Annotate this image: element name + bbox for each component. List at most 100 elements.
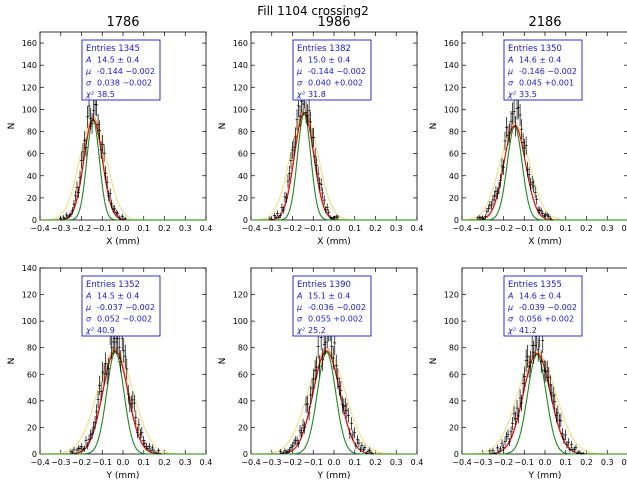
fit-red-curve — [251, 112, 417, 221]
x-tick-label: −0.2 — [72, 458, 91, 467]
y-tick-label: 80 — [238, 128, 248, 137]
stats-entries: Entries 1350 — [508, 44, 562, 54]
y-tick-label: 120 — [233, 83, 248, 92]
stats-label: σ — [86, 79, 92, 88]
x-tick-label: 0.3 — [390, 224, 403, 233]
x-axis-label: Y (mm) — [106, 471, 140, 481]
y-tick-label: 20 — [449, 423, 459, 432]
x-tick-label: 0.4 — [622, 224, 627, 233]
stats-value: 38.5 — [97, 90, 115, 99]
x-axis-label: Y (mm) — [528, 471, 562, 481]
y-tick-label: 160 — [233, 39, 248, 48]
stats-value: 0.040 +0.002 — [308, 79, 363, 88]
y-tick-label: 140 — [22, 264, 37, 273]
stats-box — [292, 39, 372, 101]
stats-label: σ — [86, 315, 92, 324]
stats-label: μ — [85, 67, 91, 76]
fit-orange-curve — [40, 347, 206, 455]
stats-label: μ — [85, 303, 91, 312]
fit-green-curve — [40, 119, 206, 221]
x-tick-label: 0.2 — [580, 458, 593, 467]
x-tick-label: 0.4 — [200, 458, 213, 467]
x-tick-label: 0.3 — [179, 224, 192, 233]
panel-title: 1986 — [317, 15, 350, 30]
y-tick-label: 80 — [449, 344, 459, 353]
x-tick-label: −0.2 — [72, 224, 91, 233]
x-tick-label: −0.1 — [93, 458, 112, 467]
y-tick-label: 100 — [22, 105, 37, 114]
x-tick-label: −0.4 — [241, 458, 260, 467]
fit-green-curve — [251, 351, 417, 455]
y-axis-label: N — [218, 358, 228, 365]
y-tick-label: 20 — [238, 194, 248, 203]
x-tick-label: 0.0 — [117, 458, 130, 467]
x-tick-label: 0.1 — [348, 458, 361, 467]
y-tick-label: 60 — [449, 150, 459, 159]
stats-value: 14.6 ± 0.4 — [519, 292, 561, 301]
y-axis-label: N — [7, 123, 17, 130]
stats-entries: Entries 1390 — [297, 280, 351, 290]
x-tick-label: −0.4 — [30, 224, 49, 233]
y-tick-label: 120 — [233, 291, 248, 300]
x-tick-label: −0.3 — [262, 224, 281, 233]
stats-entries: Entries 1352 — [86, 280, 140, 290]
x-tick-label: −0.2 — [283, 458, 302, 467]
stats-label: μ — [296, 303, 302, 312]
chart-panel-6: −0.4−0.3−0.2−0.1 0.0 0.1 0.2 0.3 0.4 0 20 40 60 80… — [429, 267, 627, 481]
stats-value: 40.9 — [97, 326, 115, 335]
x-tick-label: 0.1 — [137, 224, 150, 233]
y-tick-label: 0 — [32, 216, 37, 225]
fit-green-curve — [251, 113, 417, 221]
y-axis-label: N — [429, 123, 439, 130]
stats-value: 15.0 ± 0.4 — [308, 56, 350, 65]
x-tick-label: 0.1 — [559, 458, 572, 467]
x-tick-label: 0.4 — [411, 224, 424, 233]
stats-label: χ² — [507, 90, 517, 99]
stats-label: σ — [508, 79, 514, 88]
chart-panel-3: 2186 −0.4−0.3−0.2−0.1 0.0 0.1 0.2 0.3 0.4 0 20 40… — [429, 15, 627, 247]
x-tick-label: 0.3 — [390, 458, 403, 467]
fit-yellow-curve — [39, 117, 206, 221]
fit-red-curve — [40, 118, 206, 221]
stats-label: A — [296, 292, 302, 301]
chart-panel-1: 1786 −0.4 −0.3 −0.2 −0.1 0.0 0.1 0.2 0.3 0.4 0 20 40… — [7, 15, 212, 247]
y-tick-label: 80 — [238, 344, 248, 353]
y-tick-label: 0 — [454, 216, 459, 225]
stats-label: σ — [508, 315, 514, 324]
stats-label: A — [296, 56, 302, 65]
x-tick-label: 0.0 — [539, 458, 552, 467]
x-tick-label: −0.3 — [473, 458, 492, 467]
stats-value: -0.144 −0.002 — [308, 67, 366, 76]
x-tick-label: 0.4 — [200, 224, 213, 233]
x-tick-label: 0.0 — [328, 224, 341, 233]
x-tick-label: −0.2 — [283, 224, 302, 233]
stats-label: σ — [297, 79, 303, 88]
y-tick-label: 60 — [27, 370, 37, 379]
y-tick-label: 40 — [27, 397, 37, 406]
stats-box — [81, 275, 161, 337]
stats-label: μ — [507, 303, 513, 312]
fit-green-curve — [462, 353, 627, 455]
x-tick-label: −0.4 — [30, 458, 49, 467]
y-tick-label: 100 — [444, 317, 459, 326]
y-tick-label: 20 — [449, 194, 459, 203]
y-tick-label: 100 — [233, 105, 248, 114]
y-tick-label: 40 — [238, 397, 248, 406]
y-tick-label: 0 — [454, 450, 459, 459]
y-tick-label: 40 — [27, 172, 37, 181]
stats-value: 14.6 ± 0.4 — [519, 56, 561, 65]
stats-label: A — [85, 292, 91, 301]
y-tick-label: 60 — [449, 370, 459, 379]
stats-label: μ — [507, 67, 513, 76]
panel-title: 1786 — [106, 15, 139, 30]
stats-value: -0.039 −0.002 — [519, 303, 577, 312]
y-tick-label: 0 — [243, 216, 248, 225]
y-axis-label: N — [429, 358, 439, 365]
fit-orange-curve — [40, 115, 206, 221]
stats-box — [503, 39, 583, 101]
stats-label: μ — [296, 67, 302, 76]
stats-value: 41.2 — [519, 326, 537, 335]
y-tick-label: 40 — [238, 172, 248, 181]
x-tick-label: 0.2 — [158, 458, 171, 467]
